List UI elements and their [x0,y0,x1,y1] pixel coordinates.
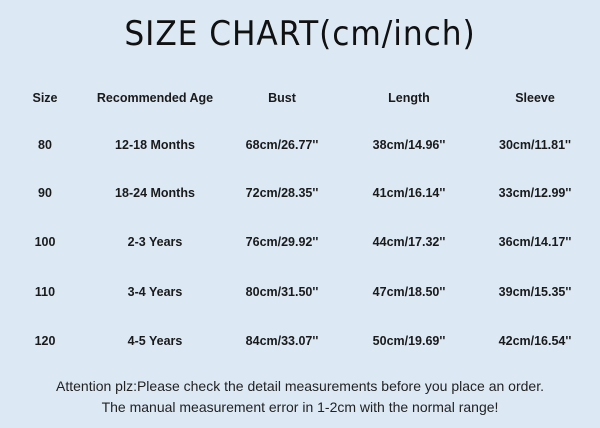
header-bust: Bust [268,91,296,105]
cell-size: 110 [34,285,56,299]
footer-note-1: Attention plz:Please check the detail me… [56,378,544,394]
cell-size: 120 [34,334,56,348]
cell-sleeve: 30cm/11.81'' [499,138,571,152]
cell-age: 2-3 Years [127,235,183,249]
cell-length: 50cm/19.69'' [372,334,446,348]
cell-sleeve: 42cm/16.54'' [498,334,572,348]
cell-bust: 80cm/31.50'' [245,285,319,299]
cell-age: 4-5 Years [127,334,183,348]
header-length: Length [388,91,430,105]
header-size: Size [32,91,58,105]
table-row: 80 12-18 Months 68cm/26.77'' 38cm/14.96'' 30… [0,138,600,158]
table-row: 90 18-24 Months 72cm/28.35'' 41cm/16.14'' 33… [0,186,600,206]
table-header: Size Recommended Age Bust Length Sleeve [0,91,600,111]
cell-bust: 72cm/28.35'' [245,186,319,200]
cell-length: 38cm/14.96'' [372,138,446,152]
cell-age: 12-18 Months [115,138,195,152]
cell-bust: 68cm/26.77'' [245,138,319,152]
cell-length: 47cm/18.50'' [372,285,446,299]
cell-age: 18-24 Months [115,186,195,200]
header-sleeve: Sleeve [515,91,555,105]
header-age: Recommended Age [96,91,214,105]
footer-note-2: The manual measurement error in 1-2cm wi… [101,399,499,415]
table-row: 110 3-4 Years 80cm/31.50'' 47cm/18.50'' 39cm… [0,285,600,305]
cell-sleeve: 33cm/12.99'' [498,186,572,200]
cell-length: 41cm/16.14'' [372,186,446,200]
table-row: 100 2-3 Years 76cm/29.92'' 44cm/17.32'' 36cm… [0,235,600,255]
cell-size: 100 [34,235,56,249]
cell-length: 44cm/17.32'' [372,235,446,249]
table-row: 120 4-5 Years 84cm/33.07'' 50cm/19.69'' 42cm… [0,334,600,354]
page-title: SIZE CHART(cm/inch) [124,14,476,54]
cell-bust: 76cm/29.92'' [245,235,319,249]
cell-bust: 84cm/33.07'' [245,334,319,348]
cell-sleeve: 36cm/14.17'' [498,235,572,249]
cell-size: 80 [38,138,52,152]
cell-sleeve: 39cm/15.35'' [498,285,572,299]
cell-age: 3-4 Years [127,285,183,299]
cell-size: 90 [38,186,52,200]
